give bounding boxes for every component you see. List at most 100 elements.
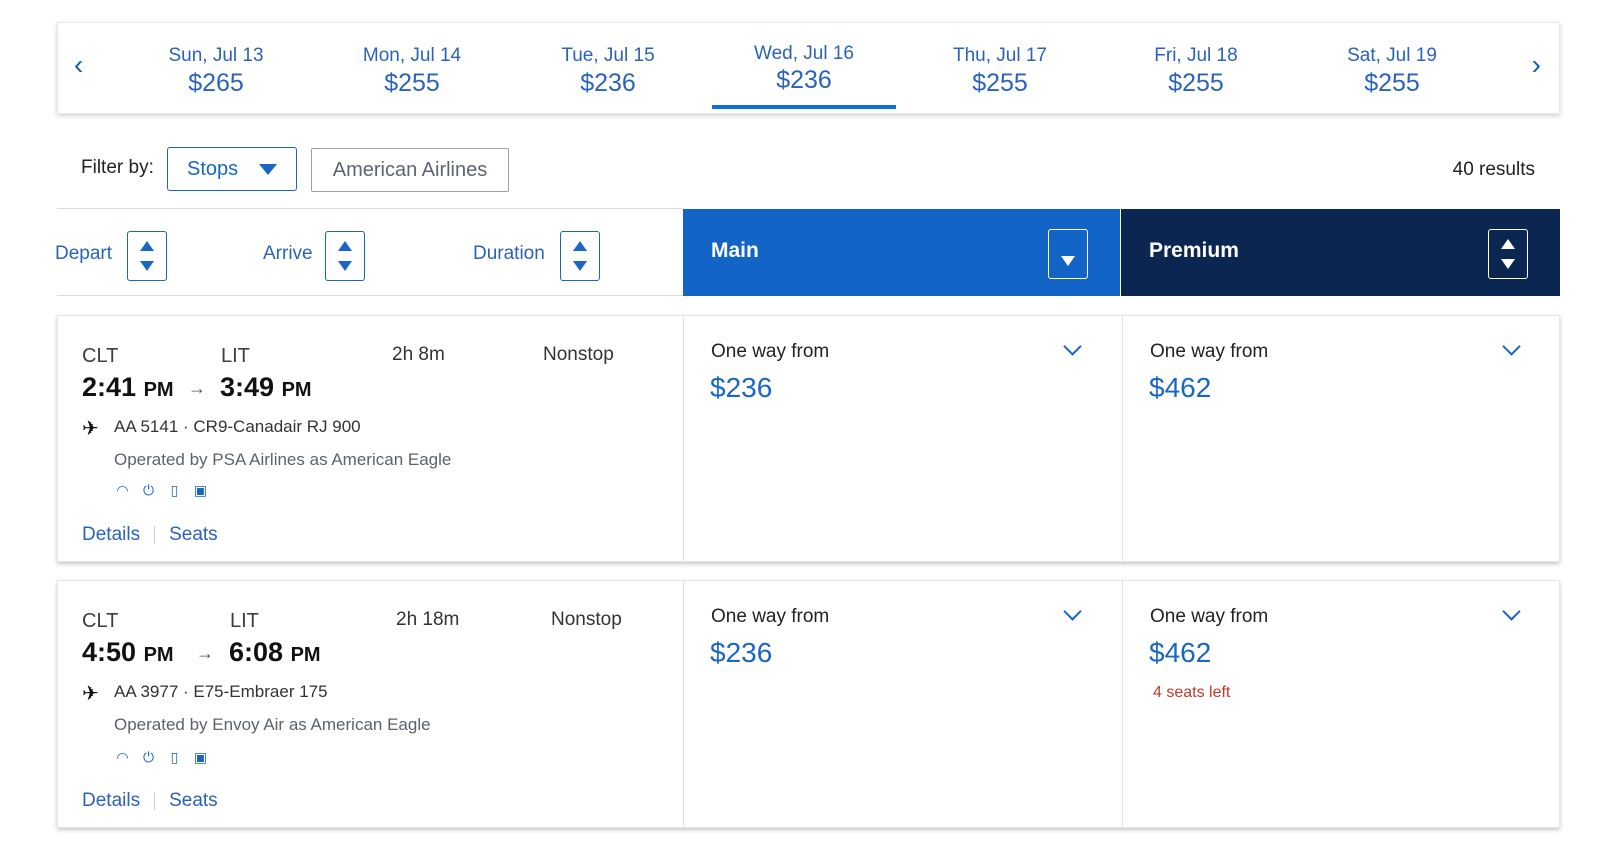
- date-price: $236: [776, 66, 832, 94]
- depart-time: 2:41 PM: [82, 372, 174, 402]
- divider: [1122, 581, 1123, 827]
- date-option-thu-jul-17[interactable]: Thu, Jul 17 $255: [908, 23, 1092, 115]
- divider: [154, 792, 156, 810]
- date-label: Sat, Jul 19: [1347, 45, 1437, 66]
- caret-down-icon: [259, 164, 277, 175]
- seats-link[interactable]: Seats: [169, 790, 218, 811]
- premium-fare-cell[interactable]: One way from $462: [1123, 316, 1559, 561]
- operated-by: Operated by PSA Airlines as American Eag…: [114, 450, 452, 469]
- flight-duration: 2h 8m: [392, 344, 445, 365]
- date-option-fri-jul-18[interactable]: Fri, Jul 18 $255: [1104, 23, 1288, 115]
- cabin-header-premium: Premium: [1121, 209, 1560, 296]
- date-price: $236: [580, 69, 636, 97]
- sort-arrive-button[interactable]: [325, 231, 365, 281]
- divider: [683, 316, 684, 561]
- flight-links: Details Seats: [82, 524, 218, 546]
- fare-price: $236: [710, 372, 773, 403]
- fare-from-label: One way from: [711, 606, 830, 627]
- wifi-icon: ◠: [116, 482, 129, 498]
- sort-arrive-label[interactable]: Arrive: [263, 243, 313, 264]
- date-option-mon-jul-14[interactable]: Mon, Jul 14 $255: [320, 23, 504, 115]
- chevron-down-icon[interactable]: [1063, 602, 1082, 621]
- divider: [154, 526, 156, 544]
- date-option-sat-jul-19[interactable]: Sat, Jul 19 $255: [1300, 23, 1484, 115]
- sort-main-price-button[interactable]: [1048, 229, 1088, 279]
- date-option-wed-jul-16[interactable]: Wed, Jul 16 $236: [712, 23, 896, 115]
- arrow-right-icon: →: [188, 378, 206, 398]
- power-icon: ⏻: [142, 482, 155, 498]
- sort-duration-button[interactable]: [560, 231, 600, 281]
- arrive-time: 3:49 PM: [220, 372, 312, 402]
- origin-code: CLT: [82, 610, 119, 632]
- date-strip: ‹ Sun, Jul 13 $265 Mon, Jul 14 $255 Tue,…: [57, 22, 1560, 114]
- amenities: ◠ ⏻ ▯ ▣: [114, 749, 209, 767]
- cabin-name: Premium: [1149, 239, 1239, 262]
- fare-from-label: One way from: [1150, 341, 1269, 362]
- date-price: $255: [1168, 69, 1224, 97]
- date-label: Wed, Jul 16: [754, 43, 854, 64]
- sort-up-icon: [338, 241, 352, 251]
- divider: [1122, 316, 1123, 561]
- flight-card: CLT LIT 4:50 PM → 6:08 PM 2h 18m Nonstop…: [57, 580, 1560, 828]
- arrow-right-icon: →: [196, 643, 214, 663]
- airline-filter-button[interactable]: American Airlines: [311, 148, 509, 192]
- amenities: ◠ ⏻ ▯ ▣: [114, 482, 209, 500]
- fare-price: $236: [710, 637, 773, 668]
- main-fare-cell[interactable]: One way from $236: [684, 316, 1122, 561]
- operated-by: Operated by Envoy Air as American Eagle: [114, 715, 431, 734]
- arrive-time: 6:08 PM: [229, 637, 321, 667]
- chevron-down-icon[interactable]: [1502, 602, 1521, 621]
- destination-code: LIT: [230, 610, 259, 632]
- date-option-tue-jul-15[interactable]: Tue, Jul 15 $236: [516, 23, 700, 115]
- date-label: Tue, Jul 15: [561, 45, 655, 66]
- destination-code: LIT: [221, 345, 250, 367]
- date-option-sun-jul-13[interactable]: Sun, Jul 13 $265: [124, 23, 308, 115]
- results-count: 40 results: [1452, 159, 1535, 180]
- date-label: Sun, Jul 13: [168, 45, 264, 66]
- divider: [57, 208, 683, 209]
- divider: [57, 295, 683, 296]
- date-price: $265: [188, 69, 244, 97]
- fare-price: $462: [1149, 372, 1212, 403]
- details-link[interactable]: Details: [82, 524, 141, 545]
- chevron-left-icon[interactable]: ‹: [74, 49, 84, 80]
- seats-link[interactable]: Seats: [169, 524, 218, 545]
- flight-info: AA 3977 · E75-Embraer 175: [114, 682, 328, 701]
- sort-up-icon: [1501, 239, 1515, 249]
- sort-down-icon: [140, 261, 154, 271]
- chevron-right-icon[interactable]: ›: [1531, 49, 1541, 80]
- chevron-down-icon[interactable]: [1502, 337, 1521, 356]
- sort-up-icon: [140, 241, 154, 251]
- entertainment-icon: ▣: [193, 482, 208, 498]
- fare-price: $462: [1149, 637, 1212, 668]
- flight-duration: 2h 18m: [396, 609, 460, 630]
- origin-code: CLT: [82, 345, 119, 367]
- details-link[interactable]: Details: [82, 790, 141, 811]
- sort-depart-label[interactable]: Depart: [55, 243, 113, 264]
- flight-links: Details Seats: [82, 790, 218, 812]
- fare-from-label: One way from: [711, 341, 830, 362]
- date-price: $255: [1364, 69, 1420, 97]
- sort-up-icon: [573, 241, 587, 251]
- date-price: $255: [384, 69, 440, 97]
- filter-label: Filter by:: [81, 157, 154, 178]
- wifi-icon: ◠: [116, 749, 129, 765]
- power-icon: ⏻: [142, 749, 155, 765]
- premium-fare-cell[interactable]: One way from $462 4 seats left: [1123, 581, 1559, 827]
- usb-icon: ▯: [170, 749, 179, 765]
- flight-stops: Nonstop: [551, 609, 622, 630]
- seats-left-badge: 4 seats left: [1153, 684, 1231, 701]
- stops-filter-dropdown[interactable]: Stops: [167, 147, 297, 191]
- airplane-icon: ✈: [82, 683, 99, 705]
- date-label: Mon, Jul 14: [362, 45, 462, 66]
- date-label: Thu, Jul 17: [953, 45, 1047, 66]
- sort-premium-price-button[interactable]: [1488, 229, 1528, 279]
- sort-down-icon: [338, 261, 352, 271]
- sort-duration-label[interactable]: Duration: [473, 243, 545, 264]
- date-label: Fri, Jul 18: [1154, 45, 1238, 66]
- airplane-icon: ✈: [82, 418, 99, 440]
- main-fare-cell[interactable]: One way from $236: [684, 581, 1122, 827]
- sort-depart-button[interactable]: [127, 231, 167, 281]
- chevron-down-icon[interactable]: [1063, 337, 1082, 356]
- depart-time: 4:50 PM: [82, 637, 174, 667]
